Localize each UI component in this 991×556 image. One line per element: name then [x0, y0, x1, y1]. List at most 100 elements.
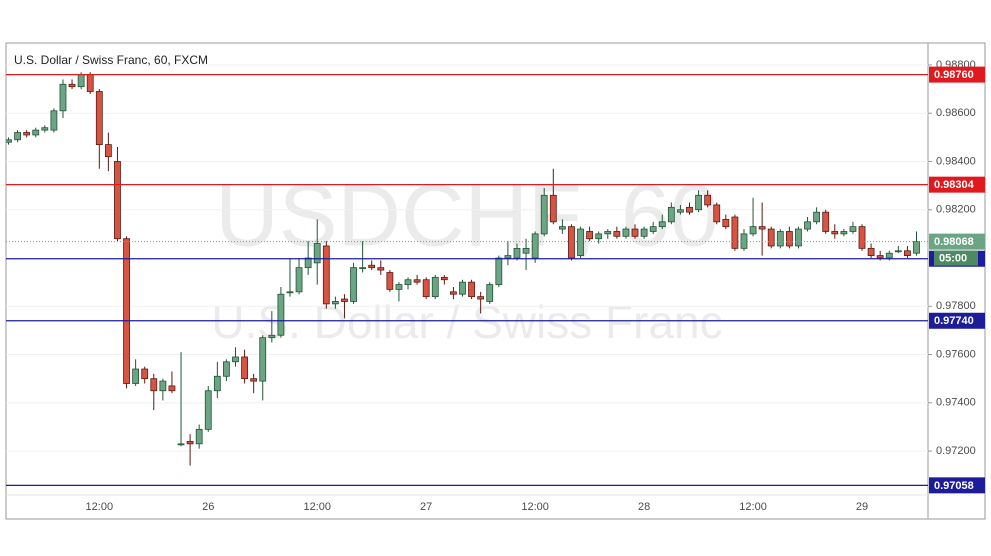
candle-body: [477, 296, 485, 300]
countdown-label: 05:00: [939, 253, 967, 265]
candle-body: [341, 298, 348, 302]
candle-body: [386, 272, 394, 290]
candle-body: [431, 276, 439, 298]
candle-body: [68, 83, 76, 88]
candle-body: [14, 132, 21, 141]
candle-body: [322, 245, 330, 305]
chart-title: U.S. Dollar / Swiss Franc, 60, FXCM: [14, 53, 208, 67]
candle-body: [495, 257, 503, 285]
candle-body: [686, 206, 693, 213]
y-tick-label: 0.98400: [936, 155, 976, 167]
y-tick-label: 0.97600: [936, 348, 976, 360]
candle-body: [904, 250, 911, 257]
candle-body: [722, 219, 730, 228]
y-tick-label: 0.97200: [936, 445, 976, 457]
candle-body: [704, 194, 712, 206]
candle-body: [141, 368, 149, 380]
candle-body: [822, 211, 830, 232]
candle-body: [849, 226, 857, 232]
candle-body: [749, 226, 757, 235]
candle-body: [885, 252, 893, 259]
candle-body: [204, 390, 212, 430]
x-tick-label: 29: [856, 501, 868, 513]
watermark-symbol: USDCHF, 60: [215, 165, 719, 264]
candle-body: [504, 255, 512, 259]
candle-body: [813, 211, 821, 223]
candle-body: [667, 206, 675, 223]
y-tick-label: 0.97400: [936, 397, 976, 409]
level-label-bg: [929, 176, 985, 193]
candle-body: [913, 241, 920, 254]
candle-body: [132, 368, 140, 384]
candle-body: [540, 194, 548, 235]
candle-body: [250, 378, 258, 382]
candle-body: [568, 226, 575, 259]
candle-body: [740, 233, 748, 249]
candle-body: [795, 228, 802, 247]
candle-body: [286, 291, 294, 294]
candle-body: [213, 375, 221, 392]
candle-body: [259, 337, 267, 382]
candle-body: [413, 279, 421, 283]
candle-body: [450, 291, 457, 295]
level-label-bg: [929, 477, 985, 494]
candle-body: [41, 127, 49, 131]
candle-body: [577, 228, 584, 257]
candle-body: [677, 209, 684, 213]
candle-body: [277, 293, 285, 336]
candle-body: [649, 226, 657, 232]
level-label: 0.97058: [934, 480, 974, 492]
y-tick-label: 0.98600: [936, 107, 976, 119]
x-tick-label: 12:00: [86, 501, 114, 513]
candle-body: [223, 361, 230, 377]
candle-body: [695, 194, 702, 211]
x-tick-label: 12:00: [521, 501, 549, 513]
y-tick-label: 0.98200: [936, 204, 976, 216]
candle-body: [241, 356, 248, 380]
x-tick-label: 27: [420, 501, 432, 513]
candle-body: [377, 267, 385, 271]
x-tick-label: 26: [202, 501, 214, 513]
candle-body: [86, 74, 94, 92]
candle-body: [268, 334, 276, 339]
candle-body: [395, 284, 403, 290]
candle-body: [168, 385, 176, 392]
candle-body: [894, 250, 902, 253]
candle-body: [531, 233, 539, 259]
candle-body: [23, 132, 31, 136]
candle-body: [440, 276, 448, 281]
candle-body: [404, 279, 412, 285]
candle-body: [150, 378, 158, 392]
candle-body: [368, 264, 376, 269]
candle-body: [758, 226, 766, 230]
countdown-bg: [934, 250, 978, 266]
y-tick-label: 0.97800: [936, 300, 976, 312]
candle-body: [459, 281, 466, 295]
candle-body: [186, 441, 194, 445]
candle-body: [622, 228, 630, 237]
candle-body: [858, 226, 866, 249]
candle-body: [767, 228, 775, 247]
candle-body: [549, 194, 557, 223]
level-label-bg: [929, 66, 985, 83]
candle-body: [104, 144, 112, 158]
candle-body: [350, 267, 357, 302]
candle-body: [32, 129, 40, 136]
candle-body: [50, 110, 58, 131]
x-tick-label: 12:00: [303, 501, 331, 513]
candle-body: [232, 356, 239, 363]
candle-body: [331, 301, 339, 305]
candle-body: [422, 279, 430, 298]
candle-body: [123, 238, 130, 384]
candle-body: [604, 231, 612, 235]
x-tick-label: 12:00: [739, 501, 767, 513]
candle-body: [522, 247, 530, 254]
candle-body: [840, 231, 848, 235]
candle-body: [658, 221, 666, 228]
candle-body: [613, 231, 621, 237]
candle-body: [586, 231, 594, 240]
candle-body: [295, 267, 303, 293]
candle-body: [867, 247, 875, 257]
candle-body: [468, 281, 475, 298]
candle-body: [640, 228, 648, 237]
